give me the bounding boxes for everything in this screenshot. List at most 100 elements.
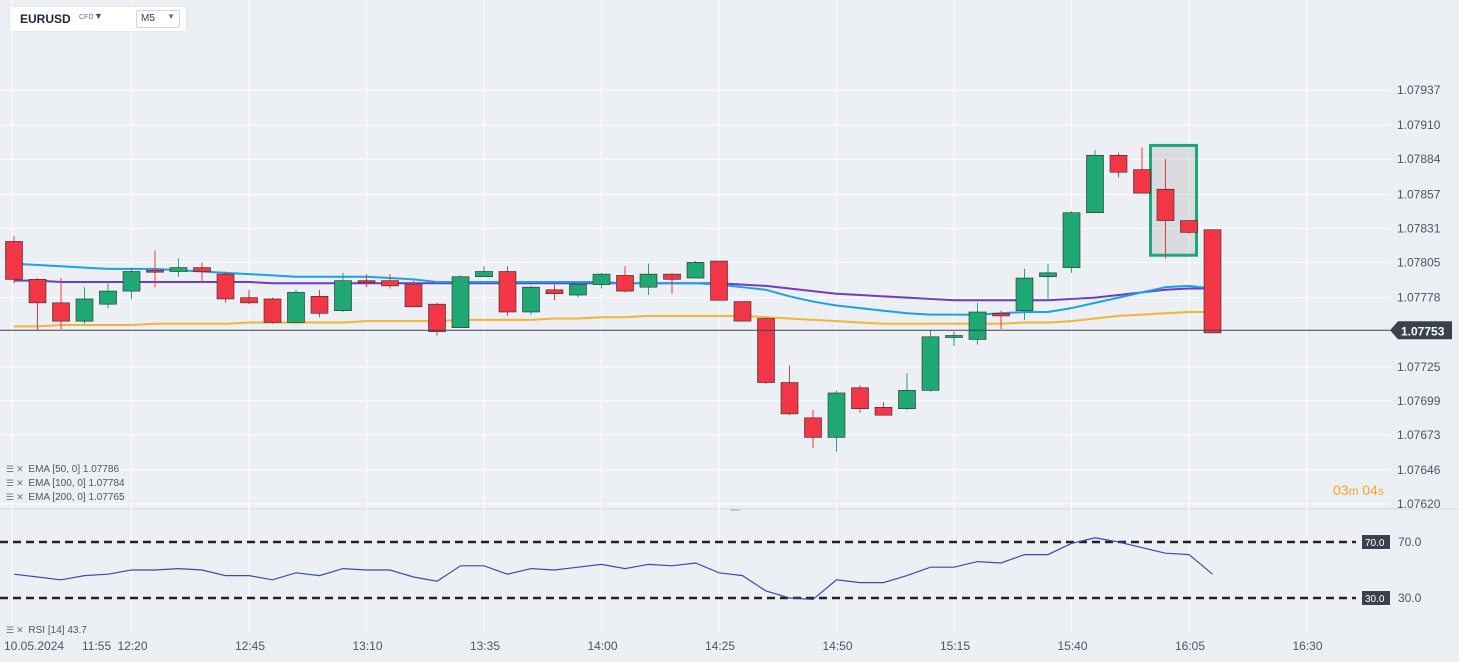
legend-ema-200[interactable]: ☰ ✕ EMA [200, 0] 1.07765 <box>6 492 125 503</box>
candle-body <box>569 284 587 296</box>
legend-rsi-label: RSI [14] <box>28 625 65 636</box>
chevron-down-icon[interactable]: ▼ <box>94 11 103 21</box>
candle-body <box>992 313 1010 317</box>
candle-body <box>99 290 117 305</box>
symbol-name: EURUSD <box>20 12 71 26</box>
ema-50-line <box>13 262 1213 316</box>
candle-body <box>498 271 517 313</box>
date-label: 10.05.2024 <box>4 639 64 653</box>
countdown-minutes-unit: m <box>1348 484 1359 498</box>
candle-body <box>1133 169 1151 194</box>
settings-list-icon[interactable]: ☰ <box>6 478 15 488</box>
legend-ema-200-value: 1.07765 <box>88 492 125 503</box>
price-tick-label: 1.07857 <box>1397 187 1441 201</box>
candle-body <box>451 276 470 328</box>
legend-ema-50-value: 1.07786 <box>82 464 120 475</box>
candle-body <box>52 302 70 322</box>
countdown-minutes: 03 <box>1333 482 1349 498</box>
candles-layer <box>5 143 1222 452</box>
candle-body <box>169 267 188 272</box>
legend-ema-100[interactable]: ☰ ✕ EMA [100, 0] 1.07784 <box>6 478 125 489</box>
candle-body <box>146 269 164 273</box>
close-icon[interactable]: ✕ <box>16 492 24 502</box>
candle-body <box>1203 229 1222 334</box>
legend-ema-50[interactable]: ☰ ✕ EMA [50, 0] 1.07786 <box>6 464 119 475</box>
candle-body <box>710 260 728 301</box>
countdown-seconds: 04 <box>1362 482 1378 498</box>
last-price-tag <box>1390 321 1452 340</box>
rsi-tick-label: 70.0 <box>1398 535 1422 549</box>
candle-body <box>75 298 94 322</box>
legend-ema-100-label: EMA [100, 0] <box>28 478 86 489</box>
time-tick-label: 14:50 <box>823 639 853 653</box>
price-tick-label: 1.07831 <box>1397 221 1441 235</box>
time-tick-label: 16:30 <box>1293 639 1323 653</box>
rsi-level-tag <box>1362 535 1390 549</box>
time-tick-label: 13:35 <box>470 639 500 653</box>
candle-body <box>1086 154 1104 214</box>
price-axis[interactable]: 1.07937 1.07910 1.07884 1.07857 1.07831 1.078… <box>1390 83 1452 511</box>
timeframe-selector[interactable]: M5 ▼ <box>136 10 180 28</box>
candle-body <box>968 311 987 340</box>
time-tick-label: 14:00 <box>588 639 618 653</box>
time-axis[interactable]: 11:55 12:20 12:45 13:10 13:35 14:00 14:25 14:50… <box>4 639 1323 653</box>
settings-list-icon[interactable]: ☰ <box>6 464 15 474</box>
price-tick-label: 1.07884 <box>1397 152 1441 166</box>
rsi-level-tag-label: 70.0 <box>1365 538 1385 549</box>
candle-body <box>827 392 846 438</box>
ema-200-layer <box>14 311 1213 328</box>
symbol-type: CFD <box>79 14 94 21</box>
legend-rsi-value: 43.7 <box>67 625 87 636</box>
price-tick-label: 1.07778 <box>1397 291 1441 305</box>
candle-body <box>921 336 940 391</box>
rsi-line <box>13 537 1213 601</box>
price-tick-label: 1.07673 <box>1397 428 1441 442</box>
time-tick-label: 12:20 <box>118 639 148 653</box>
settings-list-icon[interactable]: ☰ <box>6 492 15 502</box>
candle-body <box>1015 277 1034 311</box>
candle-body <box>193 267 211 272</box>
candle-body <box>804 417 822 438</box>
ema-200-line <box>14 311 1213 328</box>
close-icon[interactable]: ✕ <box>16 625 24 635</box>
price-tick-label: 1.07620 <box>1397 497 1441 511</box>
time-tick-label: 12:45 <box>235 639 265 653</box>
candle-body <box>1039 272 1057 278</box>
candle-body <box>287 292 305 323</box>
legend-ema-200-label: EMA [200, 0] <box>28 492 86 503</box>
countdown-seconds-unit: s <box>1377 484 1384 498</box>
last-price-label: 1.07753 <box>1401 324 1445 338</box>
candle-body <box>122 271 141 292</box>
close-icon[interactable]: ✕ <box>16 478 24 488</box>
rsi-tick-label: 30.0 <box>1398 591 1422 605</box>
candle-body <box>240 297 258 304</box>
candle-body <box>310 296 329 314</box>
rsi-panel: 70.0 70.0 30.0 30.0 <box>0 535 1422 605</box>
candle-body <box>592 273 611 285</box>
candle-body <box>663 273 681 280</box>
candle-body <box>216 273 235 300</box>
legend-ema-100-value: 1.07784 <box>88 478 125 489</box>
close-icon[interactable]: ✕ <box>16 464 24 474</box>
time-tick-label: 15:40 <box>1058 639 1088 653</box>
symbol-selector[interactable]: EURUSD CFD ▼ M5 ▼ <box>10 7 186 31</box>
price-tick-label: 1.07937 <box>1397 83 1441 97</box>
candle-body <box>475 271 493 278</box>
settings-list-icon[interactable]: ☰ <box>6 625 15 635</box>
candle-body <box>334 280 352 311</box>
candle-countdown: 03m 04s <box>1333 482 1384 498</box>
candle-body <box>616 275 634 292</box>
candle-body <box>1156 188 1175 221</box>
candle-body <box>686 262 705 279</box>
legend-rsi[interactable]: ☰ ✕ RSI [14] 43.7 <box>6 625 87 636</box>
candle-body <box>357 280 376 283</box>
candle-body <box>428 303 446 332</box>
candle-body <box>733 301 752 322</box>
candle-body <box>945 335 963 338</box>
time-tick-label: 15:15 <box>940 639 970 653</box>
price-tick-label: 1.07725 <box>1397 360 1441 374</box>
timeframe-label: M5 <box>141 13 155 24</box>
ema-50-layer <box>13 262 1213 316</box>
price-tick-label: 1.07910 <box>1397 118 1441 132</box>
